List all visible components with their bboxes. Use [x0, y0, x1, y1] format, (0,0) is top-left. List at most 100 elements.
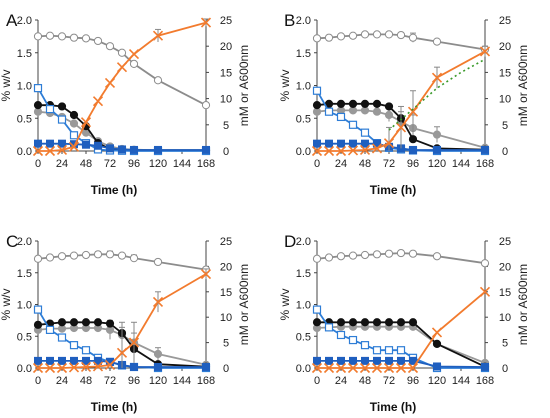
- data-point: [312, 86, 322, 95]
- data-point: [348, 318, 358, 327]
- right-tick-label: 0: [223, 146, 229, 158]
- left-tick-label: 1.0: [17, 81, 32, 93]
- data-point: [33, 305, 43, 314]
- data-point: [128, 48, 140, 60]
- data-point: [431, 72, 443, 83]
- data-point: [313, 139, 321, 148]
- data-point: [432, 130, 442, 139]
- data-point: [360, 341, 370, 350]
- chart-panel-d: D 0.0 0.5 1.0 1.5 2.0 0 5 10 15 20 25 0 24 48 72 96 120 14…: [278, 232, 530, 414]
- data-point: [33, 32, 43, 41]
- series-line: [388, 58, 486, 131]
- data-point: [312, 101, 322, 110]
- data-point: [384, 30, 394, 39]
- right-tick-label: 15: [220, 67, 232, 79]
- data-point: [409, 356, 417, 365]
- data-point: [57, 115, 67, 124]
- series-line: [37, 34, 207, 106]
- data-point: [69, 318, 79, 327]
- x-tick-label: 48: [359, 158, 371, 170]
- data-point: [359, 362, 371, 374]
- data-point: [349, 139, 357, 148]
- x-tick-label: 144: [173, 375, 191, 387]
- data-point: [432, 339, 442, 348]
- data-point: [312, 305, 322, 314]
- right-tick-label: 15: [499, 67, 511, 79]
- data-point: [396, 346, 406, 355]
- data-point: [408, 318, 418, 327]
- data-point: [372, 250, 382, 259]
- data-point: [373, 139, 381, 148]
- x-tick-label: 24: [335, 375, 347, 387]
- data-point: [360, 250, 370, 260]
- data-point: [33, 84, 43, 93]
- data-point: [57, 318, 67, 327]
- data-point: [396, 248, 406, 258]
- right-tick-label: 20: [220, 261, 232, 273]
- data-point: [104, 77, 116, 88]
- series-6: [388, 58, 486, 131]
- right-tick-label: 0: [502, 363, 508, 375]
- data-point: [57, 102, 67, 111]
- series-0: [312, 248, 490, 268]
- data-point: [336, 252, 346, 261]
- data-point: [80, 361, 92, 373]
- x-tick-label: 48: [80, 158, 92, 170]
- data-point: [130, 362, 138, 371]
- data-point: [106, 144, 114, 153]
- right-tick-label: 10: [499, 312, 511, 324]
- data-point: [201, 101, 211, 110]
- panel-letter: C: [6, 232, 18, 251]
- series-4: [313, 356, 489, 371]
- data-point: [45, 104, 55, 114]
- left-tick-label: 2.0: [296, 236, 311, 248]
- data-point: [433, 362, 441, 371]
- right-tick-label: 25: [220, 15, 232, 27]
- data-point: [154, 145, 162, 154]
- data-point: [312, 254, 322, 263]
- data-point: [81, 34, 91, 43]
- data-point: [360, 128, 370, 137]
- data-point: [359, 144, 371, 156]
- data-point: [56, 362, 68, 374]
- data-point: [325, 356, 333, 365]
- data-point: [129, 59, 139, 68]
- data-point: [152, 296, 164, 308]
- data-point: [118, 145, 126, 154]
- data-point: [335, 145, 347, 157]
- data-point: [409, 145, 417, 154]
- x-axis-title: Time (h): [91, 400, 137, 414]
- data-point: [395, 362, 407, 374]
- data-point: [407, 362, 419, 374]
- data-point: [94, 141, 102, 150]
- x-tick-label: 96: [128, 158, 140, 170]
- data-point: [480, 259, 490, 268]
- data-point: [372, 346, 382, 355]
- data-point: [202, 362, 210, 371]
- data-point: [32, 362, 44, 374]
- x-tick-label: 0: [35, 158, 41, 170]
- data-point: [33, 101, 43, 110]
- data-point: [395, 122, 407, 133]
- data-point: [45, 31, 55, 40]
- left-tick-label: 1.5: [296, 48, 311, 60]
- data-point: [70, 356, 78, 365]
- data-point: [372, 318, 382, 327]
- data-point: [34, 356, 42, 365]
- data-point: [396, 318, 406, 327]
- data-point: [337, 139, 345, 148]
- data-point: [481, 362, 489, 371]
- left-tick-label: 0.0: [296, 363, 311, 375]
- data-point: [384, 318, 394, 327]
- right-tick-label: 20: [499, 261, 511, 273]
- right-tick-label: 0: [502, 146, 508, 158]
- left-tick-label: 1.0: [17, 300, 32, 312]
- data-point: [312, 34, 322, 43]
- chart-panel-b: B 0.0 0.5 1.0 1.5 2.0 0 5 10 15 20 25 0 24 48 72 96 120 14…: [278, 11, 530, 197]
- right-tick-label: 5: [502, 338, 508, 350]
- panel-letter: D: [284, 232, 296, 251]
- data-point: [81, 250, 91, 260]
- x-tick-label: 0: [314, 375, 320, 387]
- data-point: [128, 337, 140, 348]
- left-axis-title: % w/v: [278, 288, 292, 320]
